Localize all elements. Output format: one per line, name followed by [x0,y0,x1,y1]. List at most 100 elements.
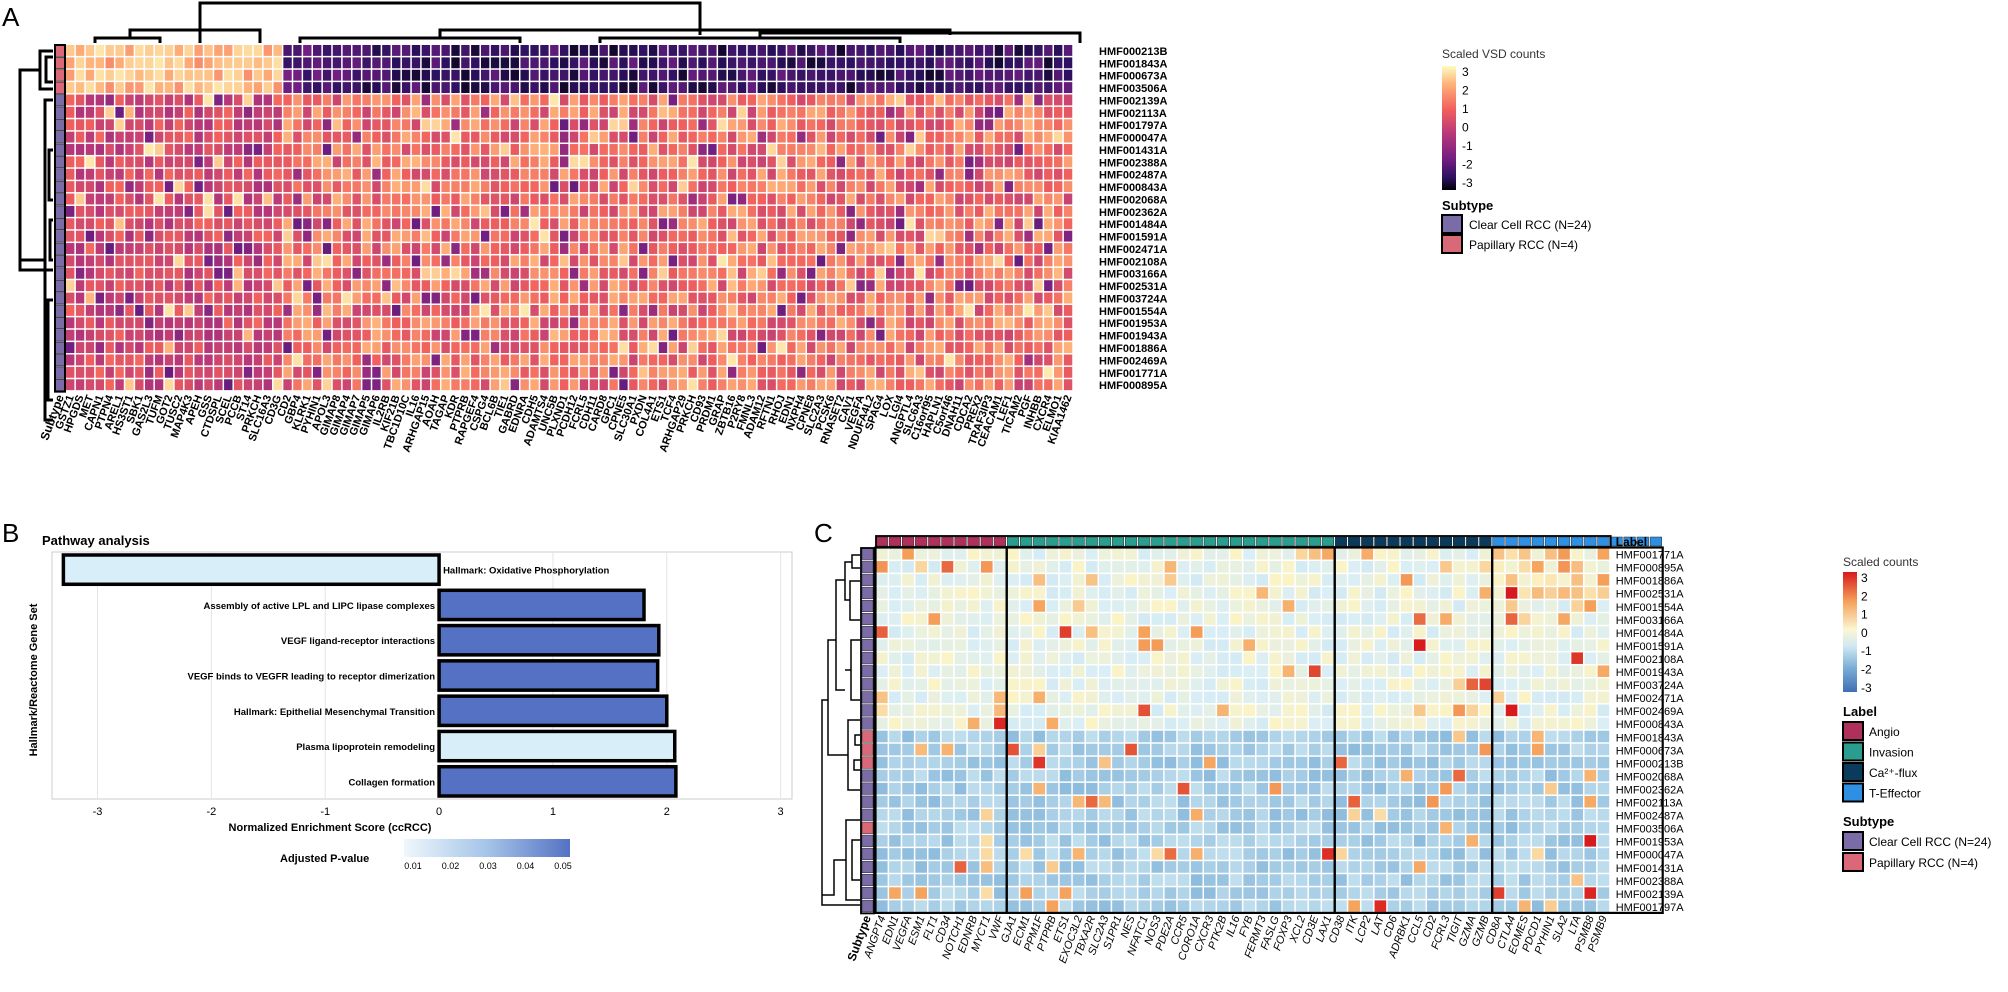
heatmap-cell [698,181,707,193]
heatmap-cell [816,82,826,94]
heatmap-cell [66,106,75,118]
heatmap-cell [471,366,480,378]
heatmap-cell [1558,782,1570,795]
heatmap-cell [1177,848,1190,860]
heatmap-cell [550,255,559,267]
heatmap-cell [1063,205,1073,217]
heatmap-cell [925,82,934,94]
heatmap-cell [895,292,905,304]
heatmap-cell [678,354,687,366]
heatmap-cell [1269,848,1282,860]
heatmap-cell [589,304,599,316]
heatmap-cell [85,366,95,378]
heatmap-cell [451,94,460,106]
heatmap-cell [480,57,490,69]
heatmap-cell [954,639,967,651]
heatmap-cell [639,119,648,131]
heatmap-cell [1044,366,1053,378]
heatmap-cell [1492,900,1505,912]
heatmap-cell [233,82,243,94]
heatmap-cell [1597,743,1610,756]
heatmap-cell [283,94,292,106]
label-cell [1046,536,1059,547]
heatmap-cell [1085,561,1098,573]
heatmap-cell [105,230,114,242]
label-cell [1466,536,1479,547]
heatmap-cell [1004,230,1013,242]
heatmap-cell [787,317,796,329]
heatmap-cell [174,181,184,193]
heatmap-cell [471,243,480,254]
heatmap-cell [807,354,816,366]
heatmap-cell [313,329,322,341]
heatmap-cell [1597,717,1610,730]
heatmap-cell [967,756,980,769]
heatmap-cell [1072,900,1085,912]
heatmap-cell [902,678,914,691]
heatmap-cell [974,106,984,118]
heatmap-cell [204,156,213,168]
heatmap-cell [500,354,510,366]
heatmap-cell [550,218,559,230]
colorbar-tick: 3 [1861,571,1868,585]
label-cell [1295,536,1308,547]
heatmap-cell [1138,756,1151,769]
heatmap-cell [471,218,480,230]
heatmap-cell [1558,548,1570,560]
heatmap-cell [1492,874,1505,886]
heatmap-cell [1308,639,1321,651]
heatmap-cell [1204,730,1216,743]
heatmap-cell [1532,678,1544,691]
heatmap-cell [955,230,964,242]
heatmap-cell [480,168,490,180]
heatmap-cell [787,57,796,69]
heatmap-cell [980,848,993,860]
heatmap-cell [579,292,589,304]
heatmap-cell [1004,69,1013,81]
heatmap-cell [1024,292,1033,304]
heatmap-cell [579,379,589,391]
heatmap-cell [1584,626,1597,638]
panel-c-legend-subtype-title: Subtype [1843,814,1894,829]
heatmap-cell [204,181,213,193]
heatmap-cell [994,366,1004,378]
heatmap-cell [718,94,727,106]
x-tick-label: -3 [93,806,103,818]
heatmap-cell [1348,613,1360,625]
heatmap-cell [915,900,927,912]
heatmap-cell [1335,743,1347,756]
heatmap-cell [599,57,608,69]
heatmap-cell [480,354,490,366]
heatmap-cell [66,304,75,316]
heatmap-cell [471,45,480,56]
heatmap-cell [1361,639,1374,651]
heatmap-cell [480,82,490,94]
heatmap-cell [599,144,608,155]
heatmap-cell [787,218,796,230]
heatmap-cell [1361,874,1374,886]
heatmap-cell [1322,769,1334,782]
heatmap-cell [902,548,914,560]
heatmap-cell [569,144,579,155]
heatmap-cell [1387,809,1400,821]
heatmap-cell [145,280,154,292]
heatmap-cell [974,131,984,143]
heatmap-cell [965,366,974,378]
heatmap-cell [401,366,411,378]
heatmap-cell [902,730,914,743]
heatmap-cell [599,342,608,353]
heatmap-cell [1427,665,1439,677]
heatmap-cell [639,106,648,118]
heatmap-cell [980,652,993,664]
heatmap-cell [115,193,124,205]
label-cell [1348,536,1361,547]
heatmap-cell [941,704,954,717]
heatmap-cell [550,119,559,131]
heatmap-cell [500,119,510,131]
heatmap-cell [866,106,875,118]
heatmap-cell [233,267,243,279]
heatmap-cell [846,255,855,267]
heatmap-cell [619,193,628,205]
heatmap-cell [1054,304,1063,316]
pathway-bar-label: Collagen formation [349,777,436,788]
